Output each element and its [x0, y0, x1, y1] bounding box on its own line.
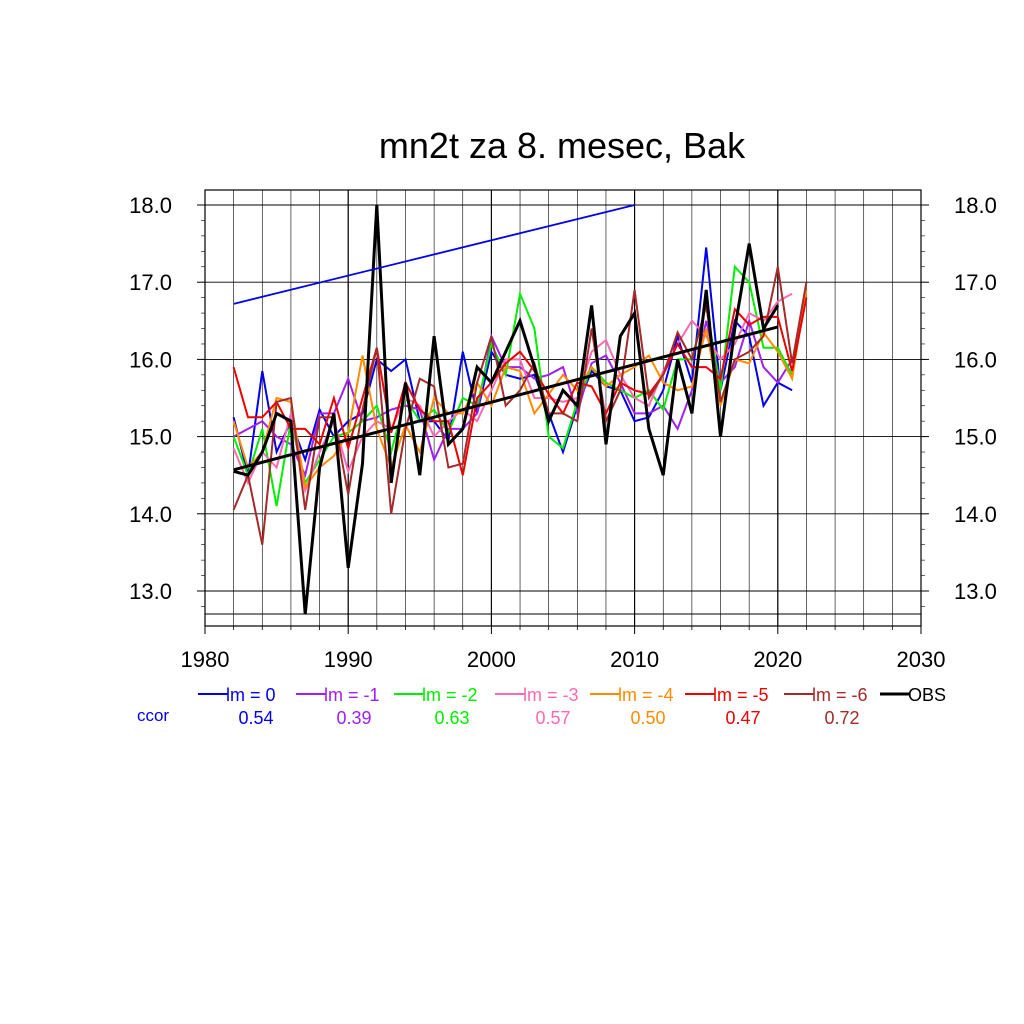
- plot-frame: [204, 189, 922, 627]
- x-tick-label: 2020: [753, 647, 802, 672]
- axis-ticks: 1980 1990 2000 2010 2020 2030 13.0 13.0 14.0 14.0…: [129, 193, 997, 672]
- legend-ccor-value: 0.57: [535, 708, 570, 728]
- y-tick-label-left: 13.0: [129, 579, 172, 604]
- ccor-label: ccor: [137, 706, 169, 725]
- trend-line: [233, 204, 635, 305]
- legend-label: lm = -3: [523, 685, 579, 705]
- x-tick-label: 1980: [181, 647, 230, 672]
- trend-line: [233, 325, 779, 472]
- y-tick-label-right: 15.0: [954, 425, 997, 450]
- y-tick-label-left: 17.0: [129, 270, 172, 295]
- chart-title: mn2t za 8. mesec, Bak: [379, 125, 746, 166]
- y-tick-label-left: 16.0: [129, 347, 172, 372]
- legend-ccor-value: 0.50: [630, 708, 665, 728]
- legend-label: lm = -6: [812, 685, 868, 705]
- legend-label: lm = -5: [713, 685, 769, 705]
- legend-label: lm = -2: [422, 685, 478, 705]
- y-tick-label-right: 14.0: [954, 502, 997, 527]
- legend-ccor-value: 0.63: [434, 708, 469, 728]
- y-tick-label-left: 14.0: [129, 502, 172, 527]
- x-tick-label: 2030: [897, 647, 946, 672]
- legend-label: lm = -1: [324, 685, 380, 705]
- y-tick-label-right: 17.0: [954, 270, 997, 295]
- y-tick-label-right: 18.0: [954, 193, 997, 218]
- legend-ccor-value: 0.72: [824, 708, 859, 728]
- y-tick-label-left: 15.0: [129, 425, 172, 450]
- legend-label: lm = 0: [226, 685, 276, 705]
- y-tick-label-right: 13.0: [954, 579, 997, 604]
- legend-label: lm = -4: [618, 685, 674, 705]
- legend-ccor-value: 0.47: [725, 708, 760, 728]
- series-layer: [232, 204, 808, 615]
- legend-ccor-value: 0.39: [336, 708, 371, 728]
- y-tick-label-left: 18.0: [129, 193, 172, 218]
- legend-ccor-value: 0.54: [238, 708, 273, 728]
- plot-grid: [205, 190, 921, 626]
- trend-layer: [233, 204, 779, 472]
- x-tick-label: 2010: [610, 647, 659, 672]
- x-tick-label: 1990: [324, 647, 373, 672]
- legend-label: OBS: [908, 685, 946, 705]
- legend: lm = 0 0.54 lm = -1 0.39 lm = -2 0.63 lm = -3 0…: [198, 685, 946, 728]
- series-line-obs: [233, 204, 780, 615]
- x-tick-label: 2000: [467, 647, 516, 672]
- y-tick-label-right: 16.0: [954, 347, 997, 372]
- series-line-lm-5: [232, 297, 808, 476]
